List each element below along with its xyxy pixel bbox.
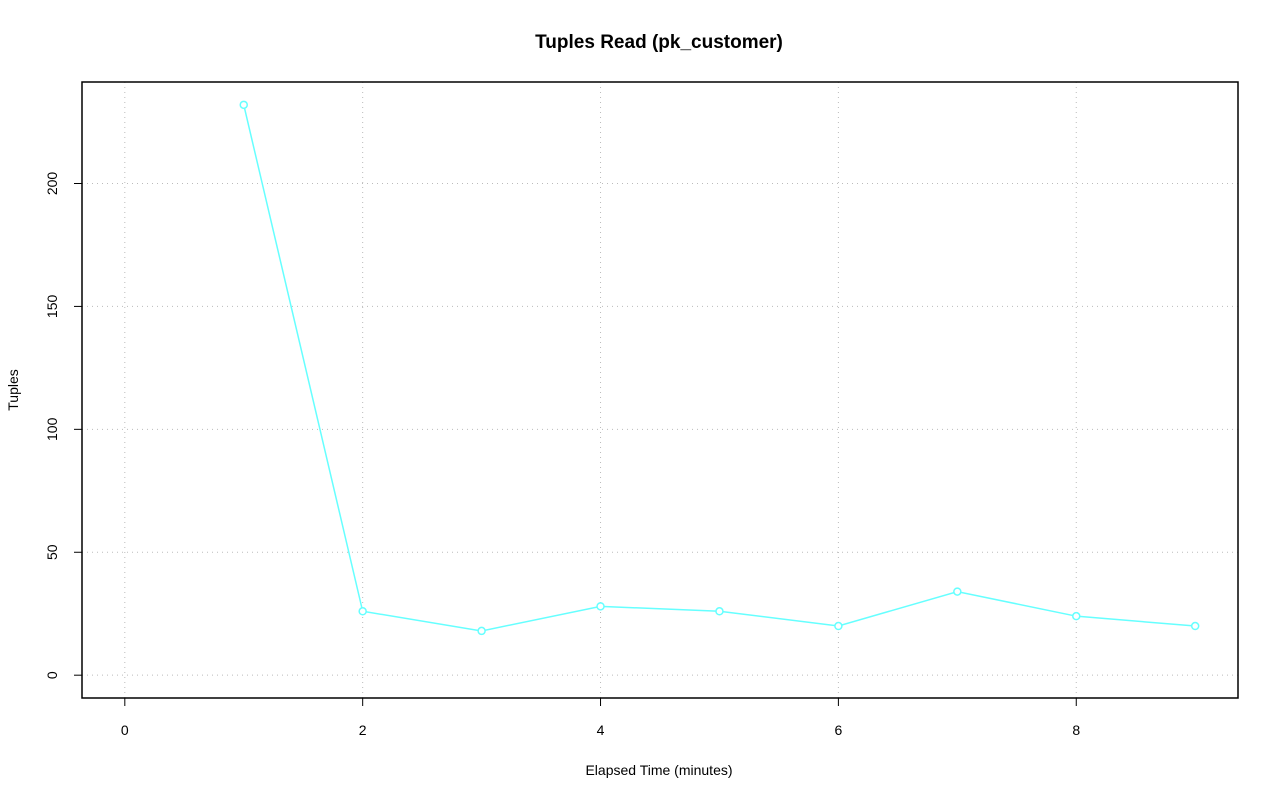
y-tick-label: 0	[44, 671, 60, 679]
data-point	[239, 100, 248, 110]
y-tick-label: 100	[44, 417, 60, 441]
y-tick-label: 150	[44, 295, 60, 319]
data-point	[834, 621, 843, 631]
y-tick-label: 50	[44, 544, 60, 560]
x-tick-label: 0	[121, 722, 129, 738]
chart-title: Tuples Read (pk_customer)	[535, 32, 783, 53]
data-point	[715, 607, 724, 616]
data-point	[477, 626, 486, 636]
x-tick-label: 4	[597, 722, 605, 738]
data-point	[358, 607, 367, 616]
data-point	[596, 602, 605, 611]
data-point	[1190, 621, 1200, 631]
y-tick-label: 200	[44, 172, 60, 196]
x-tick-label: 8	[1072, 722, 1080, 738]
y-axis-label: Tuples	[5, 369, 21, 411]
x-tick-label: 2	[359, 722, 367, 738]
plot-frame	[81, 81, 1239, 699]
x-axis-label: Elapsed Time (minutes)	[585, 762, 732, 778]
data-point	[1072, 611, 1081, 621]
x-tick-label: 6	[834, 722, 842, 738]
data-point	[953, 587, 962, 596]
